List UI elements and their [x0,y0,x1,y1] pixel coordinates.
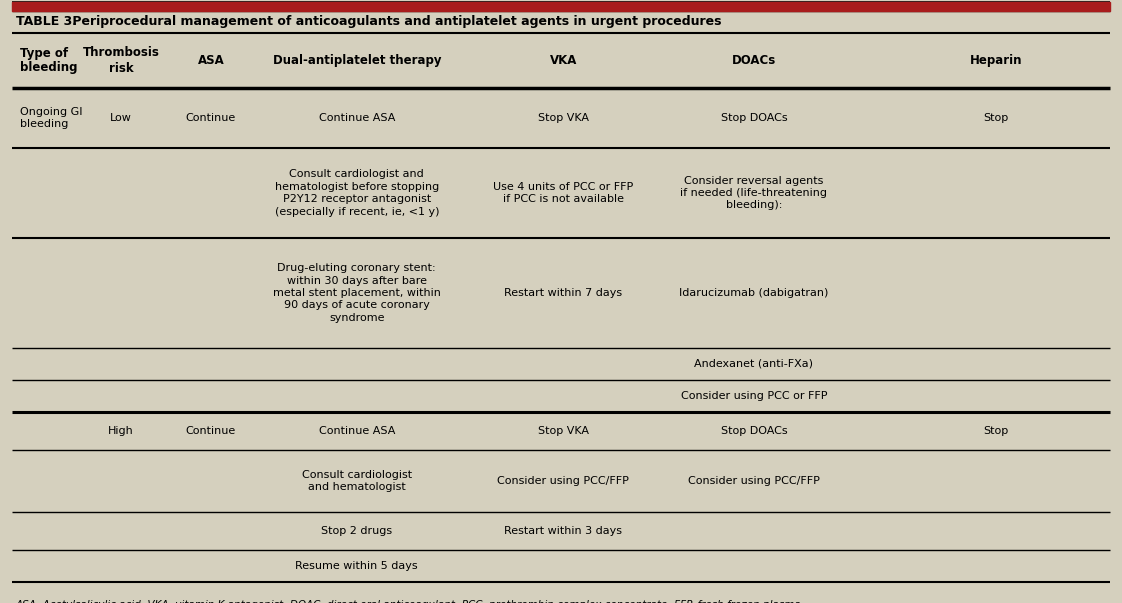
Text: Consider using PCC/FFP: Consider using PCC/FFP [497,476,629,486]
Text: Type of
bleeding: Type of bleeding [20,46,77,75]
Text: Consider using PCC or FFP: Consider using PCC or FFP [681,391,827,401]
Text: Ongoing GI
bleeding: Ongoing GI bleeding [20,107,83,129]
Text: Stop VKA: Stop VKA [537,426,589,436]
Text: Dual-antiplatelet therapy: Dual-antiplatelet therapy [273,54,441,67]
Text: Heparin: Heparin [971,54,1022,67]
Text: Continue ASA: Continue ASA [319,113,395,123]
Text: Consult cardiologist and
hematologist before stopping
P2Y12 receptor antagonist
: Consult cardiologist and hematologist be… [275,169,439,216]
Text: Consider using PCC/FFP: Consider using PCC/FFP [688,476,820,486]
Bar [12,2,1110,11]
Text: TABLE 3.: TABLE 3. [16,15,77,28]
Text: Drug-eluting coronary stent:
within 30 days after bare
metal stent placement, wi: Drug-eluting coronary stent: within 30 d… [273,263,441,323]
Text: Stop: Stop [984,113,1009,123]
Text: Continue: Continue [186,426,236,436]
Text: ASA: ASA [197,54,224,67]
Text: Idarucizumab (dabigatran): Idarucizumab (dabigatran) [679,288,829,298]
Text: Low: Low [110,113,132,123]
Text: Stop DOACs: Stop DOACs [720,113,788,123]
Text: Consider reversal agents
if needed (life-threatening
bleeding):: Consider reversal agents if needed (life… [680,175,828,210]
Text: Continue: Continue [186,113,236,123]
Text: High: High [109,426,134,436]
Text: Thrombosis
risk: Thrombosis risk [83,46,159,75]
Text: Restart within 7 days: Restart within 7 days [504,288,623,298]
Text: Restart within 3 days: Restart within 3 days [504,526,623,536]
Text: VKA: VKA [550,54,577,67]
Text: Stop: Stop [984,426,1009,436]
Text: Use 4 units of PCC or FFP
if PCC is not available: Use 4 units of PCC or FFP if PCC is not … [493,182,633,204]
Text: Stop VKA: Stop VKA [537,113,589,123]
Text: Continue ASA: Continue ASA [319,426,395,436]
Text: ASA, Acetylsalicylic acid; VKA, vitamin K antagonist; DOAC, direct oral anticoag: ASA, Acetylsalicylic acid; VKA, vitamin … [16,600,804,603]
Text: Periprocedural management of anticoagulants and antiplatelet agents in urgent pr: Periprocedural management of anticoagula… [68,15,721,28]
Text: DOACs: DOACs [732,54,776,67]
Text: Stop DOACs: Stop DOACs [720,426,788,436]
Text: Andexanet (anti-FXa): Andexanet (anti-FXa) [695,359,813,369]
Text: Stop 2 drugs: Stop 2 drugs [321,526,393,536]
Text: Consult cardiologist
and hematologist: Consult cardiologist and hematologist [302,470,412,492]
Text: Resume within 5 days: Resume within 5 days [295,561,419,571]
